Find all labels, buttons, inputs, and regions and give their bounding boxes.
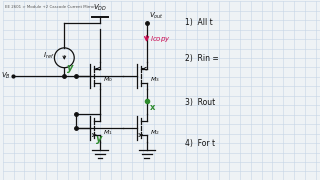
Text: y: y bbox=[67, 63, 74, 73]
Text: 3)  Rout: 3) Rout bbox=[185, 98, 215, 107]
Text: $V_{DD}$: $V_{DD}$ bbox=[93, 3, 107, 13]
Text: $Icopy$: $Icopy$ bbox=[149, 34, 171, 44]
Text: $V_{out}$: $V_{out}$ bbox=[148, 11, 164, 21]
Text: EE 2601 > Module +2 Cascode Current Mirrors: EE 2601 > Module +2 Cascode Current Mirr… bbox=[5, 5, 97, 9]
Text: x: x bbox=[149, 103, 155, 112]
Text: $V_B$: $V_B$ bbox=[1, 71, 11, 81]
Text: y: y bbox=[96, 134, 102, 144]
Text: $M_1$: $M_1$ bbox=[103, 128, 113, 137]
Text: $I_{ref}$: $I_{ref}$ bbox=[43, 51, 54, 61]
Text: $M_2$: $M_2$ bbox=[149, 128, 159, 137]
Text: 1)  All t: 1) All t bbox=[185, 18, 213, 27]
Text: $M_0$: $M_0$ bbox=[103, 75, 113, 84]
Text: $M_3$: $M_3$ bbox=[149, 75, 159, 84]
Text: 2)  Rin =: 2) Rin = bbox=[185, 54, 219, 63]
Text: 4)  For t: 4) For t bbox=[185, 140, 215, 148]
